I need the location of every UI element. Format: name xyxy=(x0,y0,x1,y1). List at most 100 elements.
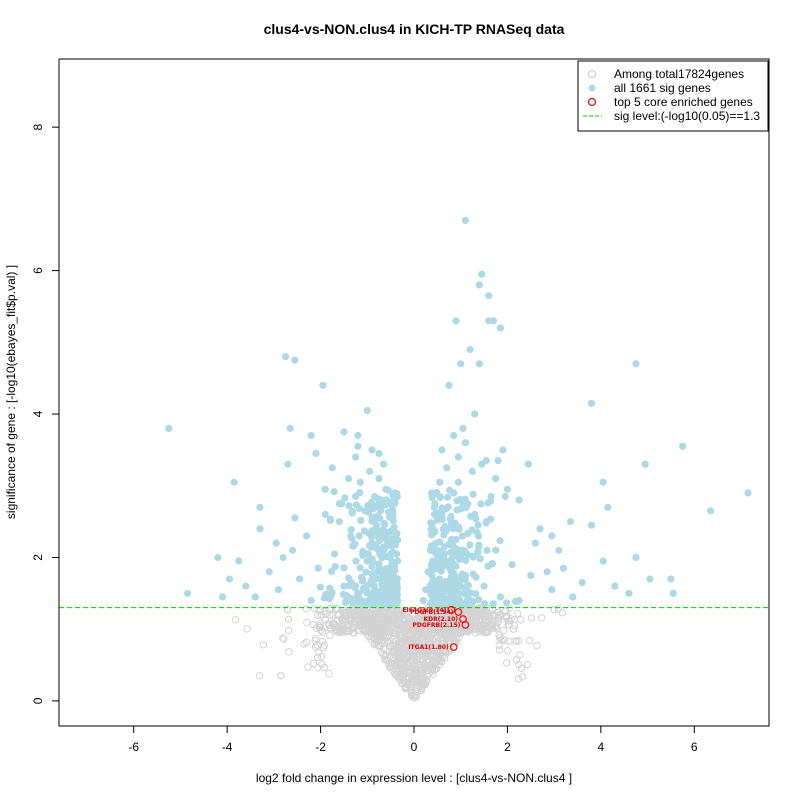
sig-gene-point xyxy=(286,424,294,432)
background-gene-point xyxy=(448,613,456,621)
sig-gene-point xyxy=(380,519,388,527)
background-gene-point xyxy=(280,635,288,643)
background-gene-point xyxy=(502,612,511,620)
background-gene-point xyxy=(384,624,392,632)
background-gene-point xyxy=(401,623,409,631)
background-gene-point xyxy=(512,656,521,664)
background-gene-point xyxy=(358,615,366,623)
sig-gene-point xyxy=(357,516,365,525)
background-gene-point xyxy=(471,611,479,620)
sig-gene-point xyxy=(464,581,472,590)
sig-gene-point xyxy=(373,545,381,553)
background-gene-point xyxy=(411,666,419,675)
x-tick-label: 4 xyxy=(597,740,604,754)
x-tick-label: 6 xyxy=(691,740,698,754)
sig-gene-point xyxy=(453,575,461,583)
sig-gene-point xyxy=(469,490,477,498)
background-gene-point xyxy=(470,621,479,629)
background-gene-point xyxy=(427,621,435,629)
sig-gene-point xyxy=(390,523,398,531)
sig-gene-point xyxy=(291,356,299,364)
background-gene-point xyxy=(404,654,412,662)
sig-gene-point xyxy=(393,550,401,558)
core-gene-label: ITGA1(1.80) xyxy=(408,644,449,651)
sig-gene-point xyxy=(543,568,551,576)
sig-gene-point xyxy=(362,568,370,576)
sig-gene-point xyxy=(218,593,227,601)
background-gene-point xyxy=(505,621,513,629)
sig-gene-point xyxy=(265,568,273,576)
sig-gene-point xyxy=(625,589,633,597)
background-gene-point xyxy=(499,627,508,635)
background-gene-point xyxy=(538,614,546,622)
background-gene-point xyxy=(462,609,470,617)
sig-gene-point xyxy=(468,467,476,475)
background-gene-point xyxy=(377,606,385,614)
background-gene-point xyxy=(311,643,320,651)
sig-genes-layer xyxy=(165,216,752,608)
sig-gene-point xyxy=(454,478,462,486)
background-gene-point xyxy=(421,639,429,647)
sig-gene-point xyxy=(472,590,480,598)
background-gene-point xyxy=(412,616,420,624)
sig-gene-point xyxy=(376,514,384,522)
sig-gene-point xyxy=(345,502,353,510)
sig-gene-point xyxy=(499,446,507,454)
sig-gene-point xyxy=(307,431,315,440)
sig-gene-point xyxy=(481,600,489,608)
background-gene-point xyxy=(502,659,511,667)
sig-gene-point xyxy=(461,439,469,447)
sig-gene-point xyxy=(466,589,474,597)
sig-gene-point xyxy=(242,582,250,590)
background-gene-point xyxy=(515,660,523,669)
background-gene-point xyxy=(430,658,439,666)
background-gene-point xyxy=(318,637,326,646)
sig-gene-point xyxy=(375,475,383,483)
sig-gene-point xyxy=(461,216,469,224)
background-gene-point xyxy=(444,634,452,642)
sig-gene-point xyxy=(370,582,378,590)
sig-gene-point xyxy=(484,499,492,507)
sig-gene-point xyxy=(389,568,397,576)
sig-gene-point xyxy=(351,582,360,590)
sig-gene-point xyxy=(289,546,297,554)
sig-gene-point xyxy=(436,478,444,486)
sig-gene-point xyxy=(555,546,563,554)
sig-gene-point xyxy=(352,492,360,501)
background-gene-point xyxy=(423,613,432,622)
legend-symbol-core xyxy=(587,97,597,107)
sig-gene-point xyxy=(426,546,434,554)
sig-gene-point xyxy=(496,537,504,545)
sig-gene-point xyxy=(641,460,649,468)
x-tick-label: -2 xyxy=(315,740,326,754)
background-gene-point xyxy=(340,609,348,617)
core-gene-point xyxy=(454,608,463,616)
sig-gene-point xyxy=(456,496,464,504)
sig-gene-point xyxy=(354,589,362,597)
background-gene-point xyxy=(231,616,240,624)
background-gene-point xyxy=(315,621,324,630)
background-gene-point xyxy=(481,628,490,636)
background-gene-point xyxy=(371,618,379,626)
sig-gene-point xyxy=(438,510,446,518)
sig-gene-point xyxy=(348,509,356,517)
background-gene-point xyxy=(399,646,407,654)
sig-gene-point xyxy=(453,591,461,599)
background-gene-point xyxy=(399,675,408,683)
sig-gene-point xyxy=(251,593,259,601)
sig-gene-point xyxy=(314,564,322,572)
sig-gene-point xyxy=(472,573,480,581)
background-gene-point xyxy=(326,631,334,640)
sig-gene-point xyxy=(352,501,360,509)
sig-gene-point xyxy=(611,582,619,590)
sig-gene-point xyxy=(435,600,443,608)
sig-gene-point xyxy=(349,599,357,607)
sig-gene-point xyxy=(744,489,752,497)
sig-gene-point xyxy=(359,575,367,583)
legend-label-core: top 5 core enriched genes xyxy=(614,95,753,109)
sig-gene-point xyxy=(368,562,376,571)
background-gene-point xyxy=(317,652,326,661)
background-gene-point xyxy=(394,642,402,651)
background-gene-point xyxy=(410,694,418,702)
background-gene-point xyxy=(527,614,536,622)
